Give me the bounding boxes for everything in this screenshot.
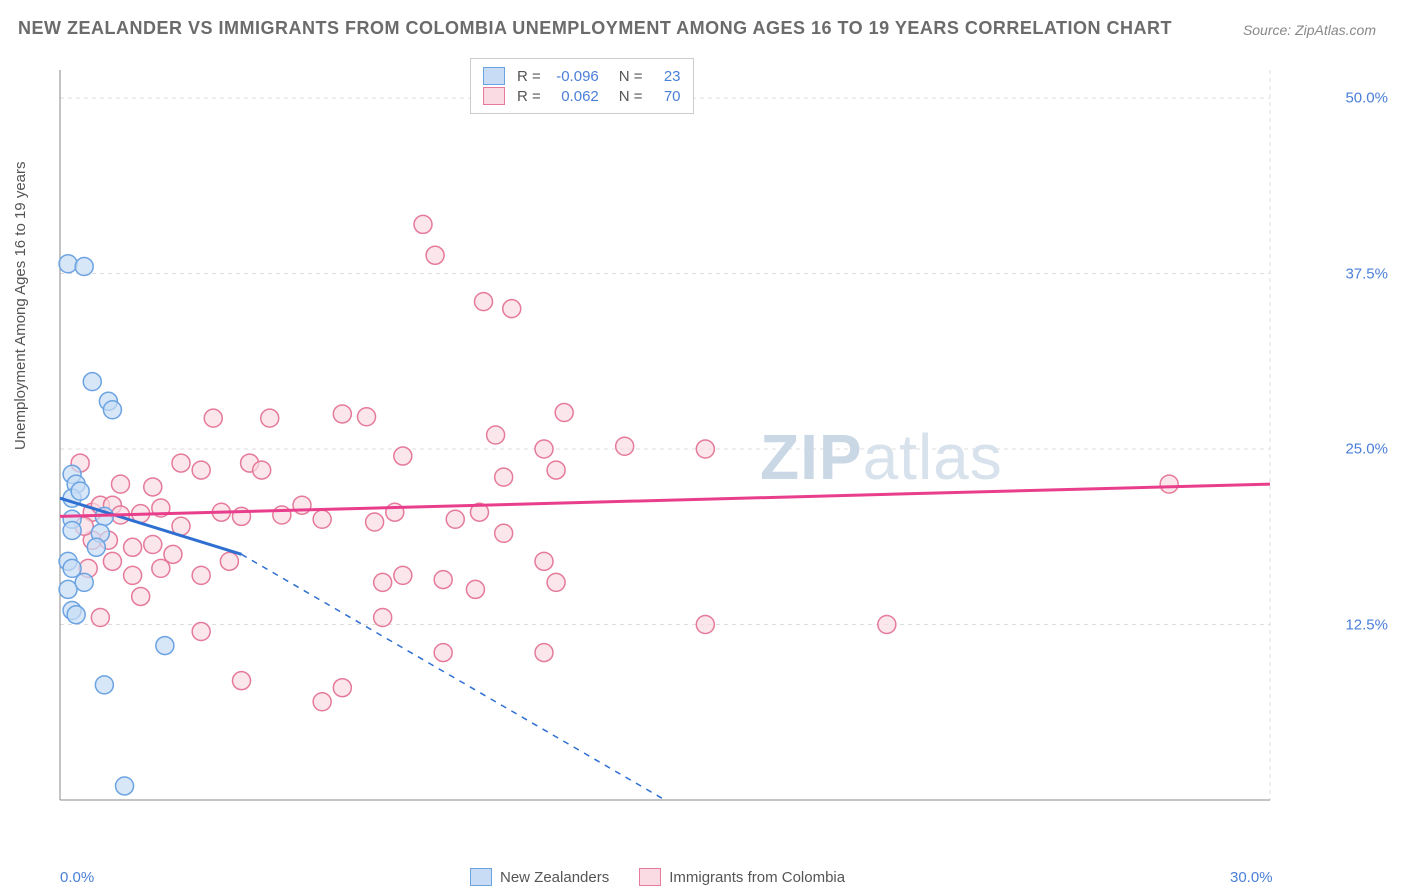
correlation-legend: R =-0.096 N =23 R =0.062 N =70 — [470, 58, 694, 114]
scatter-plot — [50, 60, 1340, 840]
y-tick-label: 37.5% — [1345, 265, 1388, 282]
y-tick-label: 50.0% — [1345, 90, 1388, 107]
legend-correlation-row: R =-0.096 N =23 — [483, 67, 681, 85]
source-attribution: Source: ZipAtlas.com — [1243, 22, 1376, 38]
series-legend: New Zealanders Immigrants from Colombia — [470, 868, 845, 886]
y-tick-label: 25.0% — [1345, 441, 1388, 458]
legend-series-item: New Zealanders — [470, 868, 609, 886]
legend-series-item: Immigrants from Colombia — [639, 868, 845, 886]
watermark: ZIPatlas — [760, 420, 1003, 494]
legend-series-label: Immigrants from Colombia — [669, 869, 845, 886]
legend-swatch — [483, 67, 505, 85]
x-tick-label: 0.0% — [60, 869, 94, 886]
legend-swatch — [483, 87, 505, 105]
x-tick-label: 30.0% — [1230, 869, 1273, 886]
y-axis-label: Unemployment Among Ages 16 to 19 years — [12, 161, 29, 450]
chart-title: NEW ZEALANDER VS IMMIGRANTS FROM COLOMBI… — [18, 18, 1172, 39]
legend-series-label: New Zealanders — [500, 869, 609, 886]
y-tick-label: 12.5% — [1345, 616, 1388, 633]
legend-correlation-row: R =0.062 N =70 — [483, 87, 681, 105]
legend-swatch — [470, 868, 492, 886]
legend-swatch — [639, 868, 661, 886]
